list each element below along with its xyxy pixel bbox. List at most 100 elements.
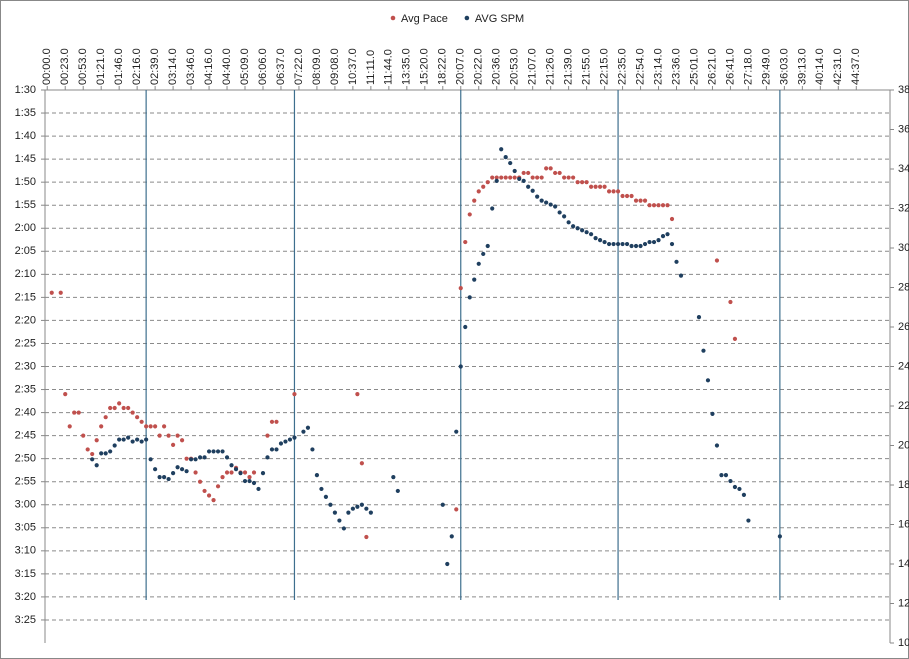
y-tick-label: 1:50 (15, 176, 36, 188)
data-point (512, 168, 517, 174)
data-point (606, 189, 612, 194)
data-point (346, 510, 351, 515)
data-point (485, 243, 490, 249)
data-point (660, 234, 666, 239)
data-point (157, 475, 162, 480)
x-tick-label: 03:46.0 (185, 48, 197, 85)
data-point (184, 456, 189, 461)
data-point (615, 241, 621, 247)
data-point (494, 175, 499, 180)
data-point (229, 470, 234, 475)
data-point (197, 455, 203, 460)
data-point (139, 419, 144, 424)
data-point (521, 170, 526, 176)
data-point (714, 258, 720, 263)
y-tick-label: 3:05 (15, 522, 36, 534)
data-point (67, 424, 72, 429)
data-point (440, 502, 445, 507)
y-tick-label: 3:20 (15, 591, 36, 603)
data-point (337, 518, 342, 523)
data-point (539, 175, 544, 180)
data-point (620, 193, 625, 199)
y2-tick-label: 12 (898, 597, 909, 609)
data-point (81, 433, 86, 438)
data-point (660, 203, 666, 208)
data-point (638, 243, 643, 249)
data-point (656, 203, 661, 208)
data-point (714, 443, 720, 448)
data-point (157, 433, 162, 438)
data-point (710, 411, 715, 416)
data-point (611, 189, 616, 194)
data-point (278, 441, 284, 446)
data-point (530, 175, 535, 180)
data-point (517, 176, 522, 181)
data-point (193, 457, 198, 462)
x-tick-label: 15:20.0 (419, 48, 431, 85)
data-point (126, 435, 131, 440)
data-point (242, 478, 248, 484)
data-point (472, 198, 477, 203)
data-point (633, 243, 639, 249)
x-tick-label: 02:39.0 (149, 48, 161, 85)
data-point (548, 202, 553, 207)
data-point (701, 348, 706, 353)
data-point (184, 469, 189, 474)
data-point (705, 378, 711, 383)
data-point (148, 457, 153, 462)
data-point (669, 241, 675, 247)
x-tick-label: 05:09.0 (239, 48, 251, 85)
data-point (467, 295, 472, 300)
data-point (175, 433, 180, 438)
x-tick-label: 22:15.0 (598, 48, 610, 85)
data-point (629, 243, 634, 249)
data-point (521, 178, 526, 183)
data-point (665, 203, 670, 208)
data-point (449, 534, 454, 539)
data-point (539, 198, 544, 203)
y-tick-label: 2:55 (15, 476, 36, 488)
x-tick-label: 11:11.0 (365, 50, 377, 85)
data-point (90, 451, 95, 457)
data-point (629, 193, 634, 199)
data-point (633, 198, 639, 203)
data-point (170, 471, 176, 476)
data-point (355, 392, 360, 397)
x-tick-label: 08:09.0 (311, 48, 323, 85)
data-point (332, 510, 338, 515)
y-tick-label: 2:10 (15, 268, 36, 280)
x-tick-label: 22:54.0 (634, 48, 646, 85)
y-tick-label: 2:25 (15, 337, 36, 349)
data-point (508, 175, 513, 180)
y-tick-label: 2:45 (15, 430, 36, 442)
data-point (103, 451, 108, 456)
data-point (162, 424, 167, 429)
data-point (481, 184, 486, 189)
data-point (728, 478, 733, 484)
data-point (229, 463, 234, 468)
y2-tick-label: 36 (898, 123, 909, 135)
data-point (166, 476, 171, 482)
data-point (458, 286, 463, 291)
x-tick-label: 21:07.0 (527, 48, 539, 85)
y2-tick-label: 24 (898, 360, 909, 372)
data-point (108, 449, 113, 454)
data-point (220, 449, 225, 454)
y-tick-label: 2:15 (15, 291, 36, 303)
y-tick-label: 3:10 (15, 545, 36, 557)
data-point (571, 175, 576, 180)
data-point (328, 502, 333, 507)
data-point (135, 415, 140, 420)
x-tick-label: 09:08.0 (329, 48, 341, 85)
data-point (94, 463, 99, 468)
y2-tick-label: 26 (898, 321, 909, 333)
data-point (651, 239, 657, 245)
data-point (647, 203, 652, 208)
data-point (544, 166, 549, 171)
data-point (458, 364, 463, 369)
data-point (274, 419, 279, 424)
x-tick-label: 03:14.0 (167, 48, 179, 85)
data-point (719, 473, 724, 478)
y2-tick-label: 20 (898, 439, 909, 451)
data-point (265, 455, 270, 460)
